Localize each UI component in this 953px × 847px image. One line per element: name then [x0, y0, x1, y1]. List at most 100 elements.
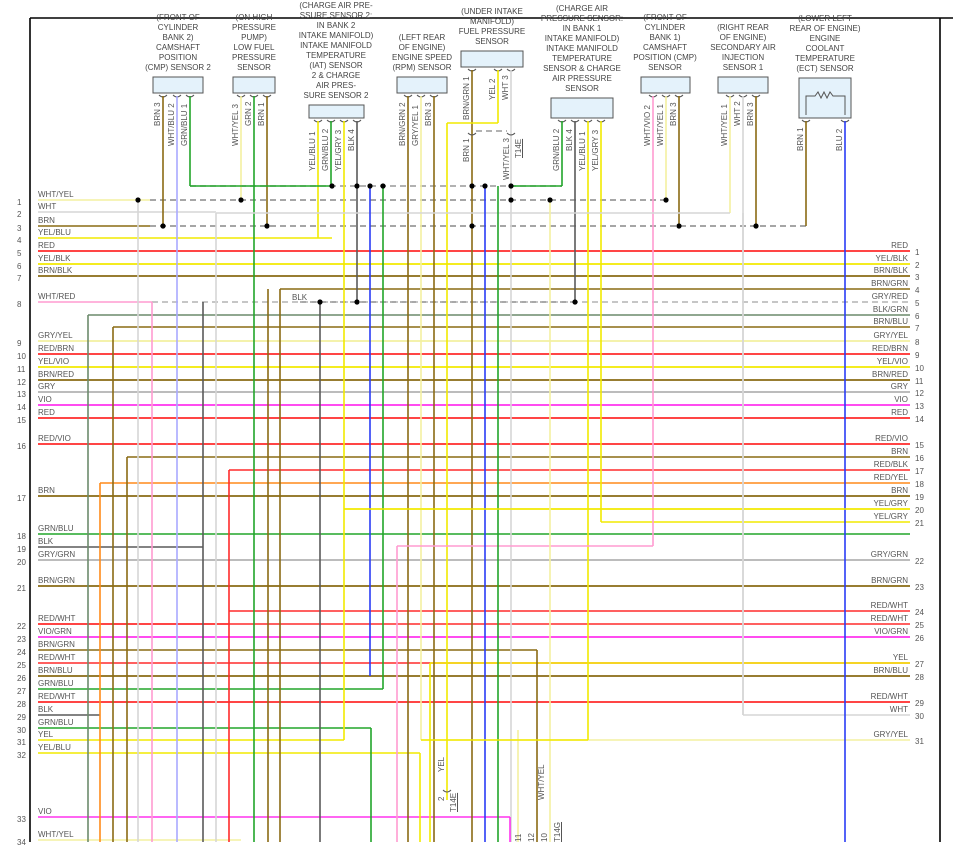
- sensor-title: (CHARGE AIR PRE- SSURE SENSOR 2: IN BANK 2…: [281, 1, 391, 101]
- left-bus-label-2: WHT: [38, 202, 57, 211]
- right-bus-label-5: GRY/RED: [871, 292, 908, 301]
- left-bus-pin-17: 17: [17, 494, 26, 503]
- splice-dot: [663, 197, 669, 203]
- splice-dot: [469, 183, 475, 189]
- sensor-pin-label: WHT 3: [501, 75, 510, 100]
- left-bus-pin-6: 6: [17, 262, 22, 271]
- sensor-title: (UNDER INTAKE MANIFOLD) FUEL PRESSURE SENSO…: [437, 7, 547, 47]
- sensor-title-line: (ECT) SENSOR: [796, 64, 854, 73]
- left-bus-label-11: YEL/VIO: [38, 357, 70, 366]
- left-bus-pin-11: 11: [17, 365, 26, 374]
- right-bus-label-4: BRN/GRN: [871, 279, 908, 288]
- sensor-title-line: TEMPERATURE: [795, 54, 855, 63]
- sensor-title-line: (RIGHT REAR: [717, 23, 769, 32]
- sensor-title: (RIGHT REAR OF ENGINE) SECONDARY AIR INJECT…: [688, 23, 798, 73]
- left-bus-label-29: BLK: [38, 705, 54, 714]
- sensor-title: (ON HIGH PRESSURE PUMP) LOW FUEL PRESSURE SEN…: [199, 13, 309, 73]
- right-bus-label-19: BRN: [891, 486, 908, 495]
- sensor-title-line: SECONDARY AIR: [710, 43, 776, 52]
- sensor-pin-label: GRY/YEL 1: [411, 105, 420, 146]
- sensor-title: (CHARGE AIR PRESSURE SENSOR: IN BANK 1 INTA…: [527, 4, 637, 94]
- left-bus-label-13: GRY: [38, 382, 56, 391]
- left-bus-label-8: WHT/RED: [38, 292, 76, 301]
- splice-dot: [547, 197, 553, 203]
- right-bus-pin-23: 23: [915, 583, 924, 592]
- sensor-title-line: (CHARGE AIR: [555, 4, 608, 13]
- sensor-title-line: INJECTION: [721, 53, 765, 62]
- left-bus-label-24: BRN/GRN: [38, 640, 75, 649]
- sensor-title-line: ENGINE SPEED: [391, 53, 452, 62]
- splice-dot: [508, 197, 514, 203]
- sensor-pin-label: BRN 1: [796, 127, 805, 151]
- left-bus-label-18: GRN/BLU: [38, 524, 74, 533]
- right-bus-label-15: RED/VIO: [875, 434, 908, 443]
- splice-dot: [317, 299, 323, 305]
- right-bus-label-16: BRN: [891, 447, 908, 456]
- left-bus-pin-9: 9: [17, 339, 22, 348]
- sensor-pin-label: BRN 3: [669, 102, 678, 126]
- right-bus-label-22: GRY/GRN: [870, 550, 908, 559]
- sensor-title-line: SURE SENSOR 2: [303, 91, 369, 100]
- sensor-title-line: IN BANK 1: [562, 24, 602, 33]
- right-bus-pin-1: 1: [915, 248, 920, 257]
- sensor-connector-box: [798, 77, 852, 119]
- sensor-title-line: REAR OF ENGINE): [789, 24, 861, 33]
- left-bus-pin-14: 14: [17, 403, 26, 412]
- sensor-title-line: CAMSHAFT: [156, 43, 200, 52]
- sensor-title-line: CYLINDER: [157, 23, 199, 32]
- left-bus-pin-26: 26: [17, 674, 26, 683]
- left-bus-pin-20: 20: [17, 558, 26, 567]
- right-bus-label-6: BLK/GRN: [872, 305, 908, 314]
- sensor-title-line: MANIFOLD): [470, 17, 514, 26]
- left-bus-label-26: BRN/BLU: [38, 666, 73, 675]
- right-bus-pin-10: 10: [915, 364, 924, 373]
- right-bus-pin-25: 25: [915, 621, 924, 630]
- sensor-title-line: INTAKE MANIFOLD: [546, 44, 618, 53]
- right-bus-label-29: RED/WHT: [870, 692, 908, 701]
- left-bus-pin-34: 34: [17, 838, 26, 847]
- right-bus-pin-29: 29: [915, 699, 924, 708]
- sensor-connector-box: [308, 104, 365, 119]
- sensor-title-line: CYLINDER: [644, 23, 686, 32]
- sensor-title-line: PRESSURE: [231, 53, 276, 62]
- right-bus-pin-9: 9: [915, 351, 920, 360]
- sensor-title-line: AIR PRESSURE: [552, 74, 612, 83]
- left-bus-label-16: RED/VIO: [38, 434, 71, 443]
- splice-dot: [469, 223, 475, 229]
- left-bus-pin-22: 22: [17, 622, 26, 631]
- sensor-title-line: (CMP) SENSOR 2: [145, 63, 211, 72]
- sensor-pin-label: BRN/GRN 2: [398, 102, 407, 146]
- right-bus-label-7: BRN/BLU: [873, 317, 908, 326]
- sensor-title-line: LOW FUEL: [233, 43, 275, 52]
- right-bus-label-2: YEL/BLK: [875, 254, 908, 263]
- right-bus-pin-4: 4: [915, 286, 920, 295]
- left-bus-label-22: RED/WHT: [38, 614, 76, 623]
- left-bus-pin-28: 28: [17, 700, 26, 709]
- sensor-pin-label: BLK 4: [347, 129, 356, 151]
- left-bus-label-1: WHT/YEL: [38, 190, 74, 199]
- splice-dot: [367, 183, 373, 189]
- right-bus-label-18: RED/YEL: [873, 473, 908, 482]
- pin-terminal-icon: [442, 789, 452, 793]
- sensor-title-line: SENSOR: [648, 63, 682, 72]
- sensor-title-line: POSITION: [158, 53, 198, 62]
- right-bus-pin-28: 28: [915, 673, 924, 682]
- left-bus-pin-23: 23: [17, 635, 26, 644]
- left-bus-label-28: RED/WHT: [38, 692, 76, 701]
- left-bus-pin-4: 4: [17, 236, 22, 245]
- sensor-title-line: INTAKE MANIFOLD): [298, 31, 374, 40]
- sensor-title-line: IN BANK 2: [316, 21, 356, 30]
- left-bus-label-7: BRN/BLK: [38, 266, 73, 275]
- left-bus-label-10: RED/BRN: [38, 344, 75, 353]
- left-bus-label-23: VIO/GRN: [38, 627, 72, 636]
- left-bus-pin-31: 31: [17, 738, 26, 747]
- right-bus-label-24: RED/WHT: [870, 601, 908, 610]
- t14e-bottom-wire-label: YEL: [437, 756, 446, 772]
- sensor-pin-label: YEL/BLU 1: [578, 131, 587, 171]
- sensor-title-line: SENSOR & CHARGE: [543, 64, 621, 73]
- right-bus-pin-31: 31: [915, 737, 924, 746]
- right-bus-label-30: WHT: [889, 705, 908, 714]
- right-bus-pin-27: 27: [915, 660, 924, 669]
- sensor-title: (FRONT OF CYLINDER BANK 2) CAMSHAFT POSITION…: [123, 13, 233, 73]
- right-bus-label-1: RED: [891, 241, 908, 250]
